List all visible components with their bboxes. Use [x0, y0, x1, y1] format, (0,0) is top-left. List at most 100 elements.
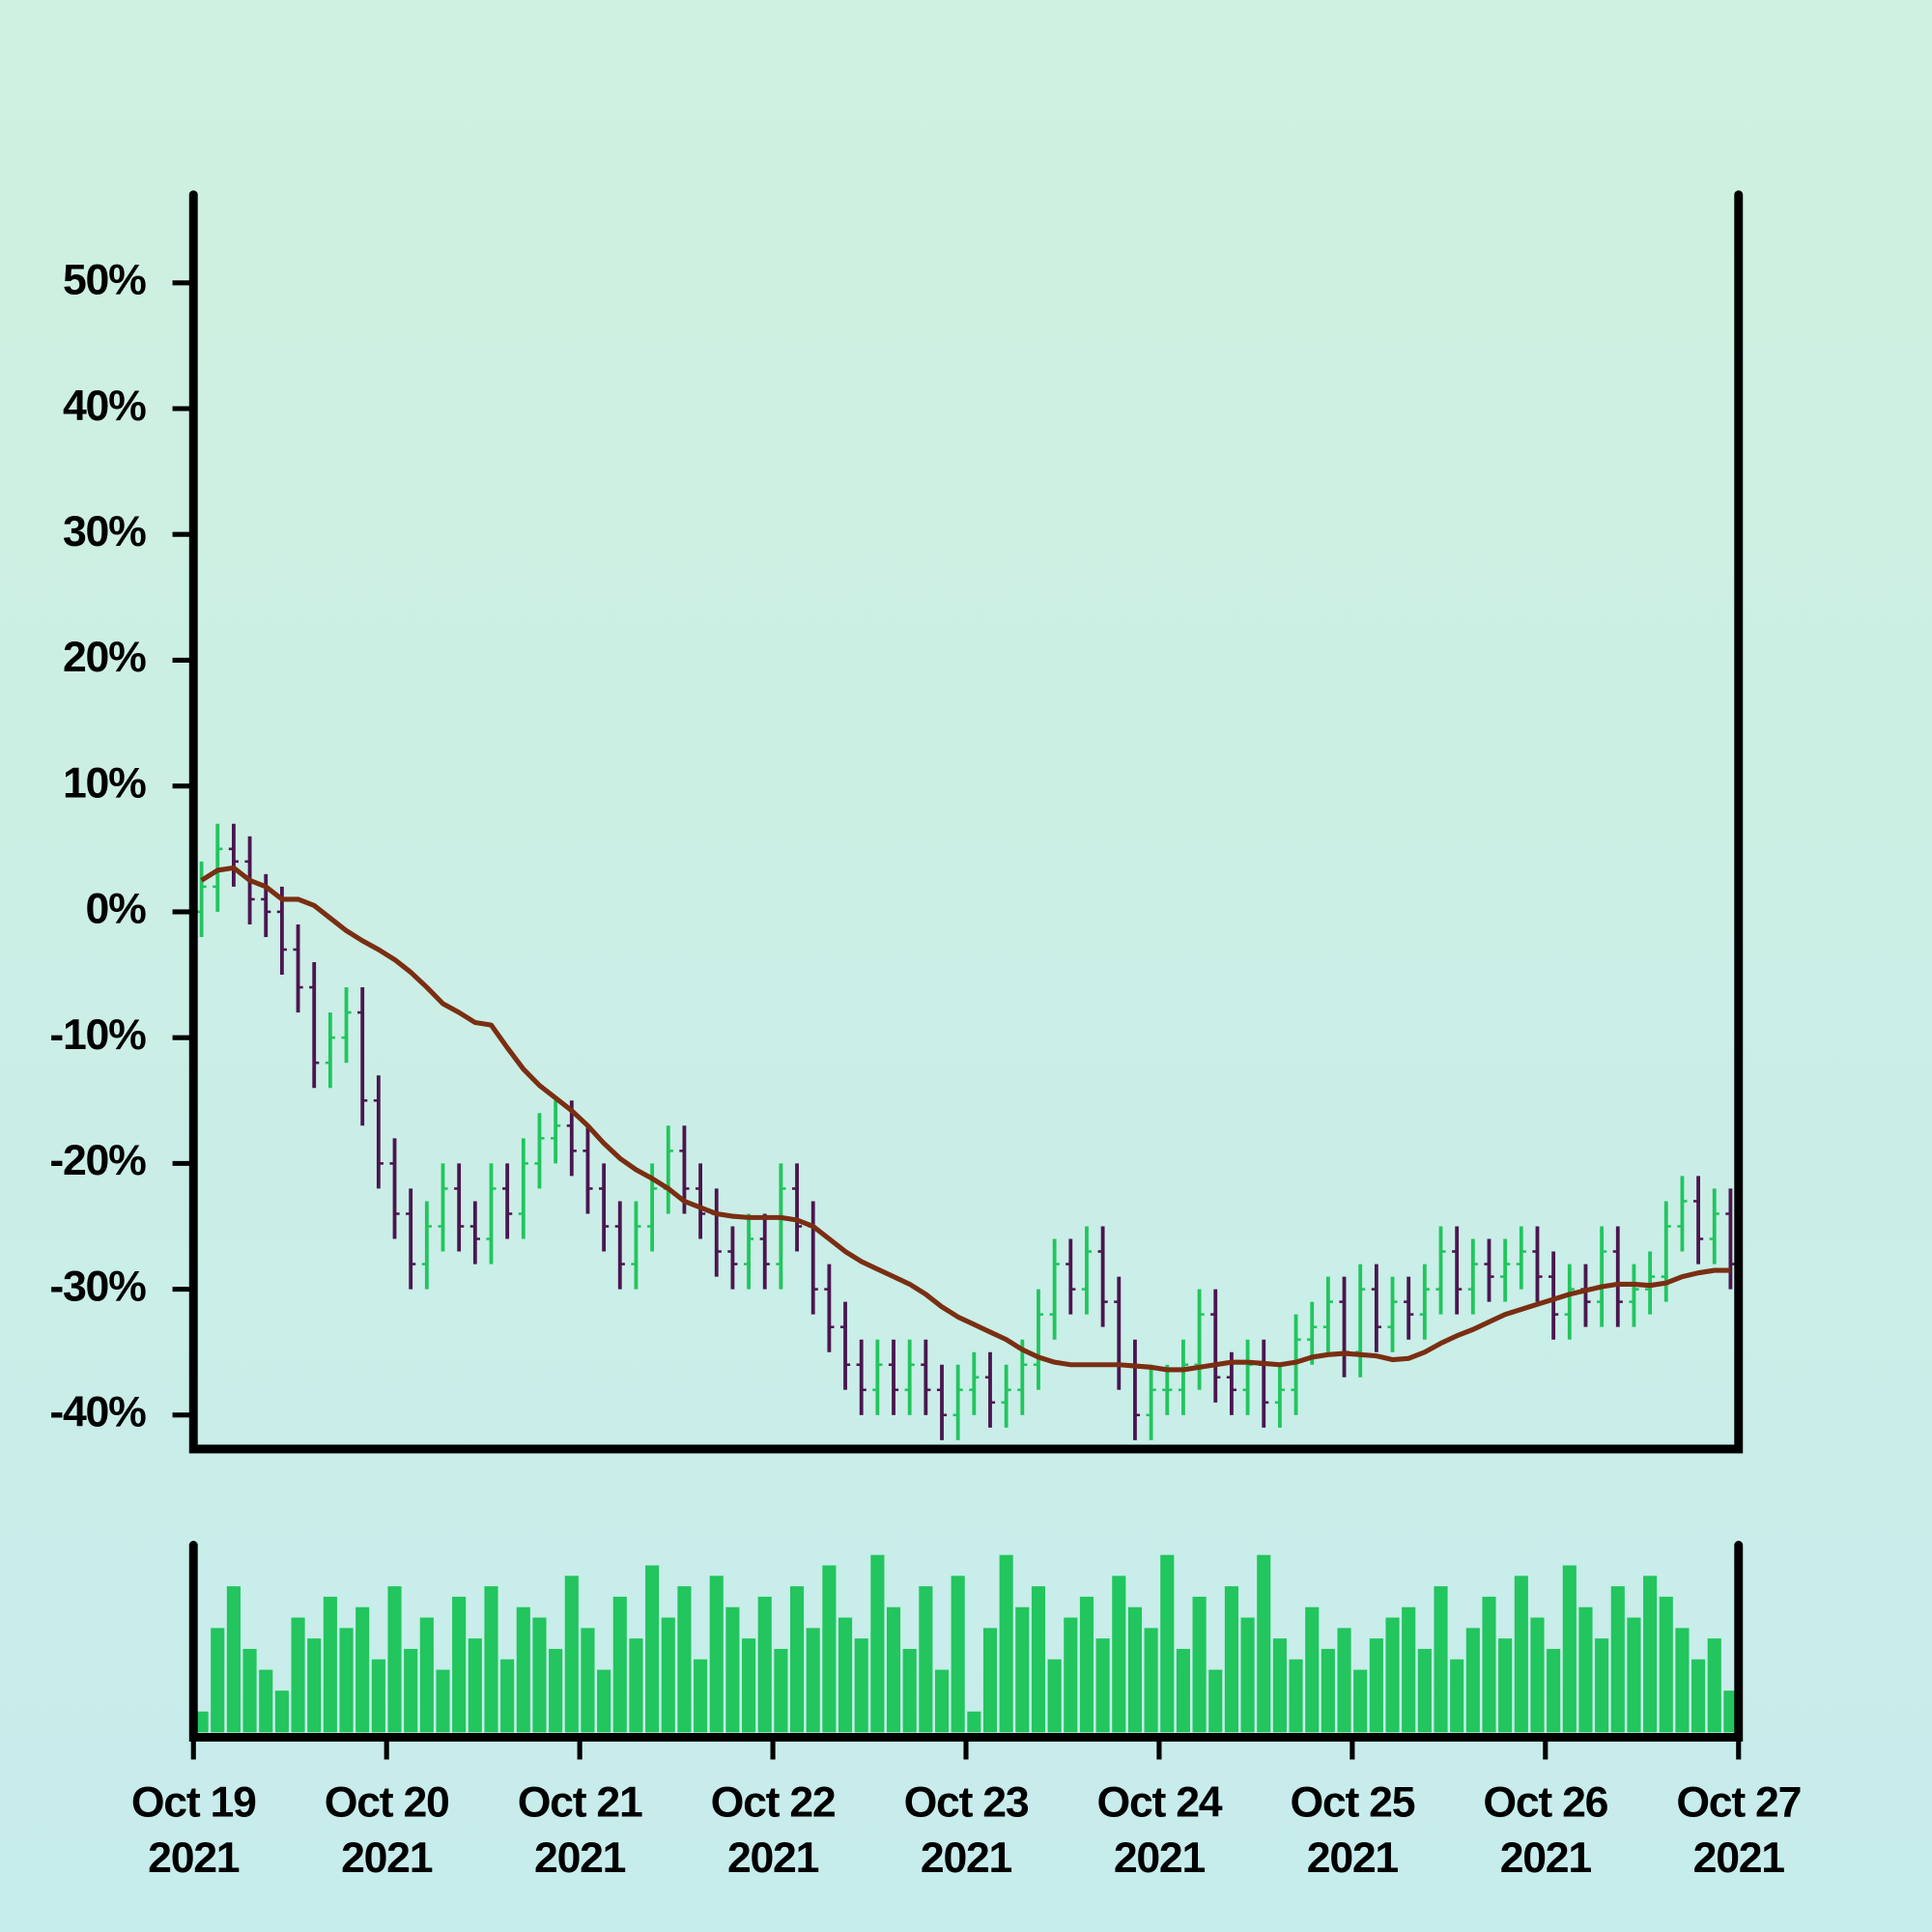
x-tick-label: Oct 26: [1483, 1778, 1607, 1826]
x-tick-label: 2021: [148, 1834, 240, 1882]
volume-bar: [323, 1596, 337, 1733]
volume-bar: [1192, 1596, 1207, 1733]
volume-bar: [1578, 1606, 1593, 1733]
volume-bar: [1305, 1606, 1320, 1733]
volume-bar: [1643, 1576, 1658, 1733]
volume-bar: [419, 1617, 434, 1733]
volume-bar: [242, 1648, 257, 1733]
volume-bar: [934, 1669, 950, 1733]
y-tick-label: 20%: [63, 634, 146, 681]
volume-bar: [1482, 1596, 1496, 1733]
volume-bar: [1272, 1638, 1287, 1733]
volume-bar: [645, 1565, 660, 1733]
volume-bar: [1047, 1659, 1062, 1733]
y-tick-label: -40%: [49, 1389, 146, 1436]
volume-bar: [757, 1596, 772, 1733]
volume-bar: [951, 1576, 965, 1733]
volume-bar: [999, 1554, 1013, 1733]
volume-bar: [1691, 1659, 1706, 1733]
x-tick-label: 2021: [1114, 1834, 1206, 1882]
x-tick-label: 2021: [727, 1834, 819, 1882]
volume-bar: [1240, 1617, 1255, 1733]
volume-bar: [500, 1659, 515, 1733]
volume-bar: [259, 1669, 273, 1733]
volume-bar: [1112, 1576, 1126, 1733]
x-tick-label: Oct 27: [1676, 1778, 1801, 1826]
volume-bar: [1127, 1606, 1142, 1733]
axes: -40% -30% -20% -10% 0% 10% 20% 30% 40% 50% Oct 19 2…: [49, 190, 1802, 1882]
volume-bar: [1064, 1617, 1078, 1733]
volume-bar: [436, 1669, 450, 1733]
volume-bar: [1610, 1586, 1625, 1733]
volume-bar: [1465, 1628, 1480, 1733]
volume-bar: [404, 1648, 418, 1733]
volume-bar: [902, 1648, 917, 1733]
volume-bar: [1079, 1596, 1094, 1733]
volume-bar: [1514, 1576, 1528, 1733]
volume-bar: [1402, 1606, 1416, 1733]
y-tick-label: 40%: [63, 383, 146, 430]
x-tick-label: Oct 22: [711, 1778, 836, 1826]
volume-bar: [661, 1617, 675, 1733]
volume-bar: [307, 1638, 322, 1733]
y-tick-label: 10%: [63, 759, 146, 807]
volume-bar: [1385, 1617, 1400, 1733]
volume-bar: [774, 1648, 788, 1733]
volume-bar: [870, 1554, 885, 1733]
volume-bar: [484, 1586, 498, 1733]
volume-bar: [612, 1596, 627, 1733]
price-frame: [188, 190, 1744, 1454]
volume-bar: [1659, 1596, 1673, 1733]
y-tick-label: -20%: [49, 1137, 146, 1184]
volume-bar: [822, 1565, 837, 1733]
x-tick-label: 2021: [921, 1834, 1012, 1882]
y-tick-label: 0%: [86, 886, 147, 933]
price-panel: [196, 823, 1736, 1440]
volume-bar: [982, 1628, 998, 1733]
volume-bar: [291, 1617, 305, 1733]
volume-bar: [1257, 1554, 1271, 1733]
volume-bar: [1723, 1690, 1738, 1733]
x-tick-label: Oct 20: [325, 1778, 449, 1826]
y-tick-label: 50%: [63, 257, 146, 304]
x-tick-label: Oct 24: [1097, 1778, 1223, 1826]
volume-bar: [452, 1596, 467, 1733]
volume-bar: [532, 1617, 547, 1733]
volume-bar: [1353, 1669, 1368, 1733]
volume-bar: [742, 1638, 756, 1733]
volume-bar: [1675, 1628, 1690, 1733]
volume-bar: [709, 1576, 724, 1733]
volume-bar: [1144, 1628, 1158, 1733]
volume-bar: [838, 1617, 853, 1733]
volume-bar: [211, 1628, 225, 1733]
volume-bar: [919, 1586, 933, 1733]
volume-bar: [1450, 1659, 1464, 1733]
y-tick-label: 30%: [63, 508, 146, 555]
volume-bar: [597, 1669, 611, 1733]
volume-bar: [549, 1648, 563, 1733]
volume-bar: [1627, 1617, 1641, 1733]
volume-bar: [967, 1711, 981, 1733]
volume-bar: [1530, 1617, 1545, 1733]
volume-bar: [387, 1586, 402, 1733]
volume-bar: [677, 1586, 692, 1733]
volume-bar: [1547, 1648, 1561, 1733]
volume-bar: [806, 1628, 820, 1733]
x-tick-label: Oct 19: [131, 1778, 256, 1826]
volume-bar: [1208, 1669, 1223, 1733]
volume-bar: [1224, 1586, 1238, 1733]
volume-bar: [1498, 1638, 1513, 1733]
x-tick-label: Oct 21: [518, 1778, 642, 1826]
x-tick-label: 2021: [1500, 1834, 1592, 1882]
volume-bar: [1160, 1554, 1175, 1733]
volume-bar: [1031, 1586, 1046, 1733]
volume-bar: [1562, 1565, 1577, 1733]
volume-bar: [194, 1711, 209, 1733]
x-tick-label: Oct 25: [1290, 1778, 1414, 1826]
volume-bar: [790, 1586, 805, 1733]
volume-bar: [274, 1690, 289, 1733]
x-tick-label: Oct 23: [904, 1778, 1029, 1826]
volume-bar: [1289, 1659, 1303, 1733]
